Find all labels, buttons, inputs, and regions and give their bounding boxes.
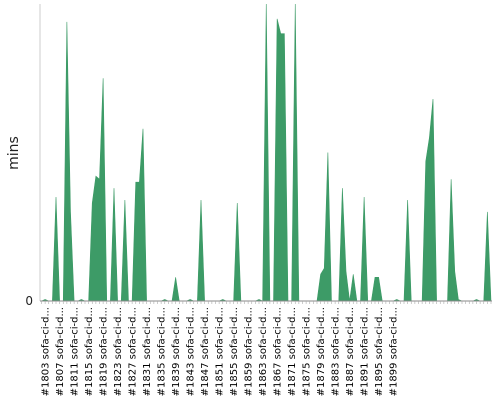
series-area	[41, 3, 492, 302]
x-tick-label: #1871 sofa-ci-d...	[287, 307, 298, 396]
x-tick-label: #1823 sofa-ci-d...	[113, 307, 124, 396]
x-tick-label: #1855 sofa-ci-d...	[229, 307, 240, 396]
x-tick-label: #1875 sofa-ci-d...	[302, 307, 313, 396]
plot-area	[41, 3, 492, 302]
x-axis-ticks: #1803 sofa-ci-d... #1807 sofa-ci-d... #181…	[41, 301, 492, 396]
x-tick-label: #1895 sofa-ci-d...	[374, 307, 385, 396]
x-tick-label: #1867 sofa-ci-d...	[273, 307, 284, 396]
x-tick-label: #1815 sofa-ci-d...	[84, 307, 95, 396]
x-tick-label: #1851 sofa-ci-d...	[215, 307, 226, 396]
y-tick-label-zero: 0	[25, 294, 33, 308]
x-tick-label: #1863 sofa-ci-d...	[258, 307, 269, 396]
x-tick-label: #1827 sofa-ci-d...	[128, 307, 139, 396]
x-tick-label: #1835 sofa-ci-d...	[157, 307, 168, 396]
x-tick-label: #1819 sofa-ci-d...	[99, 307, 110, 396]
x-tick-label: #1883 sofa-ci-d...	[331, 307, 342, 396]
x-tick-label: #1831 sofa-ci-d...	[142, 307, 153, 396]
x-tick-label: #1811 sofa-ci-d...	[70, 307, 81, 396]
x-tick-label: #1879 sofa-ci-d...	[316, 307, 327, 396]
x-tick-label: #1847 sofa-ci-d...	[200, 307, 211, 396]
x-tick-label: #1887 sofa-ci-d...	[345, 307, 356, 396]
x-tick-label: #1839 sofa-ci-d...	[171, 307, 182, 396]
x-tick-label: #1843 sofa-ci-d...	[186, 307, 197, 396]
x-tick-label: #1807 sofa-ci-d...	[55, 307, 66, 396]
x-tick-label: #1899 sofa-ci-d...	[389, 307, 400, 396]
x-tick-label: #1803 sofa-ci-d...	[41, 307, 52, 396]
x-tick-label: #1859 sofa-ci-d...	[244, 307, 255, 396]
x-tick-label: #1891 sofa-ci-d...	[360, 307, 371, 396]
y-axis-label: mins	[6, 136, 22, 170]
